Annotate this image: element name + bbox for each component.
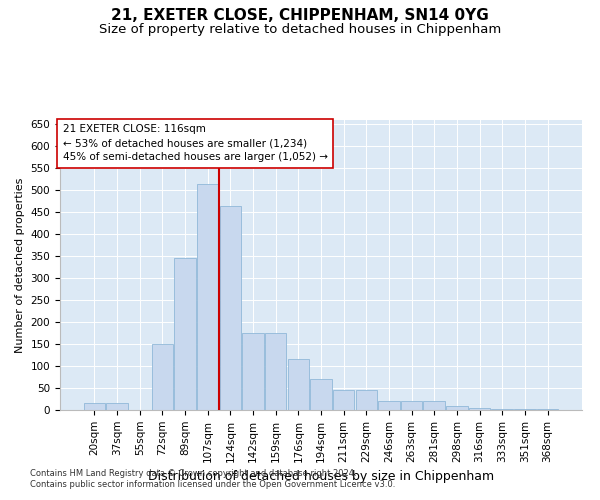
Bar <box>265 333 286 410</box>
Bar <box>537 409 558 410</box>
Bar <box>446 406 467 410</box>
Bar <box>287 360 309 410</box>
Text: 21, EXETER CLOSE, CHIPPENHAM, SN14 0YG: 21, EXETER CLOSE, CHIPPENHAM, SN14 0YG <box>111 8 489 22</box>
Bar <box>469 408 490 410</box>
Bar <box>514 409 536 410</box>
Bar <box>424 401 445 410</box>
Bar <box>220 206 241 410</box>
Bar <box>356 390 377 410</box>
Bar <box>197 184 218 410</box>
Y-axis label: Number of detached properties: Number of detached properties <box>15 178 25 352</box>
Bar <box>333 390 355 410</box>
X-axis label: Distribution of detached houses by size in Chippenham: Distribution of detached houses by size … <box>148 470 494 483</box>
Bar <box>152 344 173 410</box>
Bar <box>378 401 400 410</box>
Bar <box>175 258 196 410</box>
Bar <box>401 401 422 410</box>
Text: 21 EXETER CLOSE: 116sqm
← 53% of detached houses are smaller (1,234)
45% of semi: 21 EXETER CLOSE: 116sqm ← 53% of detache… <box>62 124 328 162</box>
Bar <box>84 404 105 410</box>
Bar <box>106 404 128 410</box>
Text: Size of property relative to detached houses in Chippenham: Size of property relative to detached ho… <box>99 22 501 36</box>
Bar <box>491 409 513 410</box>
Text: Contains public sector information licensed under the Open Government Licence v3: Contains public sector information licen… <box>30 480 395 489</box>
Bar <box>310 379 332 410</box>
Bar <box>242 333 264 410</box>
Text: Contains HM Land Registry data © Crown copyright and database right 2024.: Contains HM Land Registry data © Crown c… <box>30 468 356 477</box>
